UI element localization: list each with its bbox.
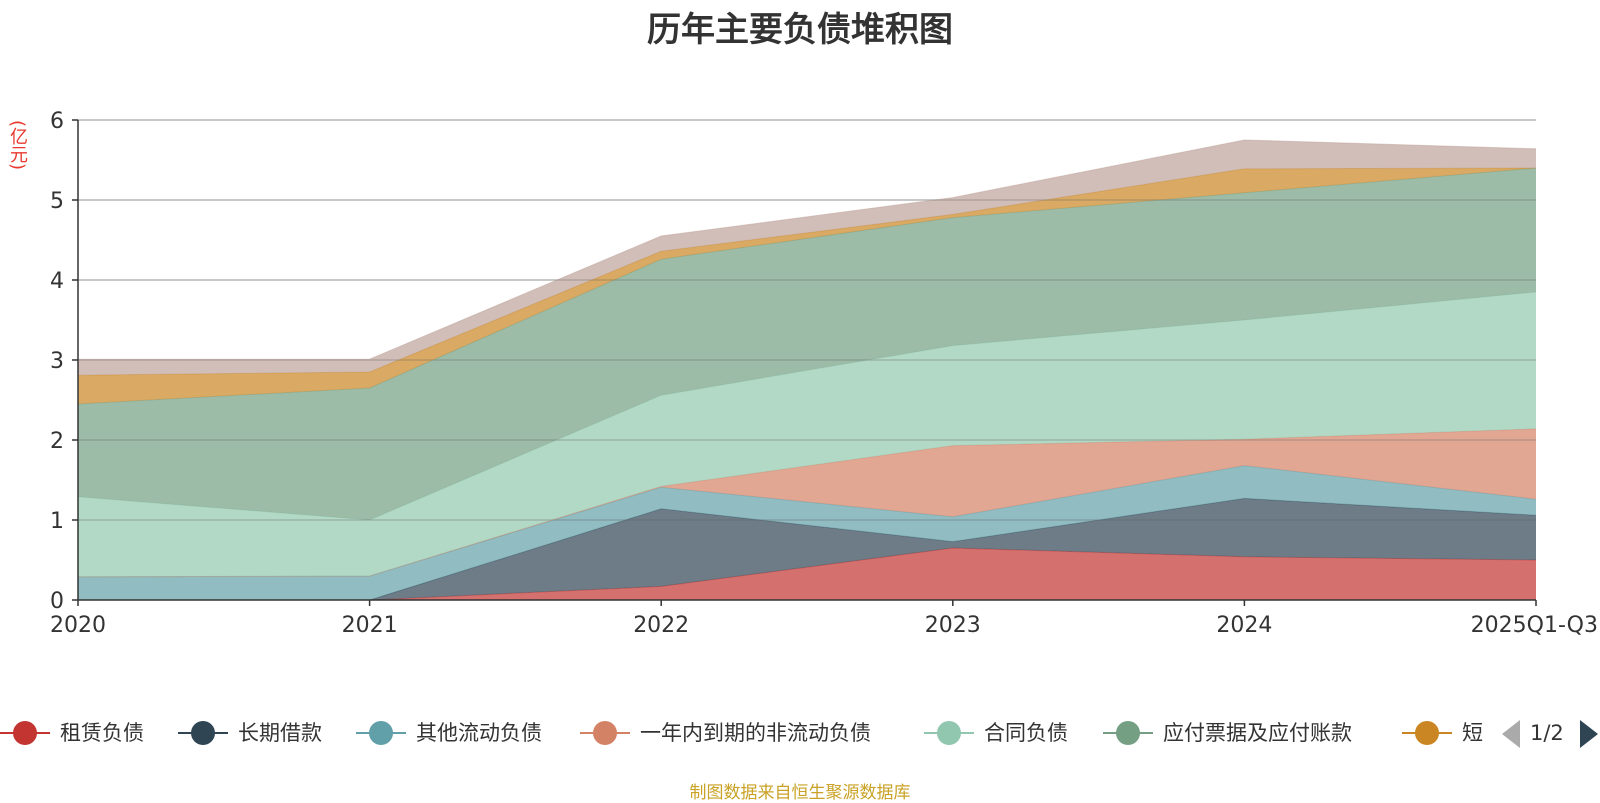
legend-prev-page-icon[interactable] bbox=[1502, 720, 1520, 748]
y-tick-label: 2 bbox=[50, 429, 64, 454]
series-area[interactable] bbox=[78, 498, 1536, 600]
series-line bbox=[78, 139, 1537, 360]
legend-dot-icon bbox=[1415, 721, 1439, 745]
stacked-area-chart: 0 1 2 3 4 5 6 2020 2021 2022 2023 2024 2025Q1-Q3 bbox=[50, 109, 1598, 638]
y-tick-label: 3 bbox=[50, 349, 64, 374]
legend-next-page-icon[interactable] bbox=[1580, 720, 1598, 748]
data-source-note: 制图数据来自恒生聚源数据库 bbox=[689, 783, 911, 803]
chart-title: 历年主要负债堆积图 bbox=[647, 10, 953, 50]
legend-label: 应付票据及应付账款 bbox=[1163, 721, 1352, 745]
x-tick-label: 2021 bbox=[342, 613, 398, 638]
series-area[interactable] bbox=[78, 292, 1536, 577]
x-tick-label: 2022 bbox=[633, 613, 689, 638]
series-area[interactable] bbox=[78, 168, 1536, 520]
legend-page-indicator: 1/2 bbox=[1530, 721, 1564, 745]
legend-dot-icon bbox=[369, 721, 393, 745]
legend-dot-icon bbox=[191, 721, 215, 745]
y-tick-label: 4 bbox=[50, 269, 64, 294]
axes: 0 1 2 3 4 5 6 2020 2021 2022 2023 2024 2025Q1-Q3 bbox=[50, 109, 1598, 638]
y-tick-label: 0 bbox=[50, 589, 64, 614]
y-tick-label: 5 bbox=[50, 189, 64, 214]
x-tick-label: 2023 bbox=[925, 613, 981, 638]
series-areas bbox=[77, 119, 1537, 601]
y-tick-label: 1 bbox=[50, 509, 64, 534]
series-area[interactable] bbox=[78, 140, 1536, 376]
y-axis-unit: (亿元) bbox=[7, 120, 28, 171]
legend-label: 租赁负债 bbox=[60, 721, 144, 745]
series-area[interactable] bbox=[78, 465, 1536, 600]
legend-label: 一年内到期的非流动负债 bbox=[640, 721, 871, 745]
legend-dot-icon bbox=[1116, 721, 1140, 745]
series-area[interactable] bbox=[78, 548, 1536, 600]
legend-label: 合同负债 bbox=[984, 721, 1068, 745]
y-tick-label: 6 bbox=[50, 109, 64, 134]
legend-dot-icon bbox=[937, 721, 961, 745]
x-tick-label: 2024 bbox=[1216, 613, 1272, 638]
series-area[interactable] bbox=[78, 168, 1536, 404]
series-area[interactable] bbox=[78, 428, 1536, 577]
legend-label: 短 bbox=[1462, 721, 1483, 745]
legend-label: 长期借款 bbox=[238, 721, 322, 745]
x-tick-label: 2020 bbox=[50, 613, 106, 638]
x-tick-label: 2025Q1-Q3 bbox=[1471, 613, 1598, 638]
legend-dot-icon bbox=[593, 721, 617, 745]
legend-label: 其他流动负债 bbox=[416, 721, 542, 745]
legend-dot-icon bbox=[13, 721, 37, 745]
